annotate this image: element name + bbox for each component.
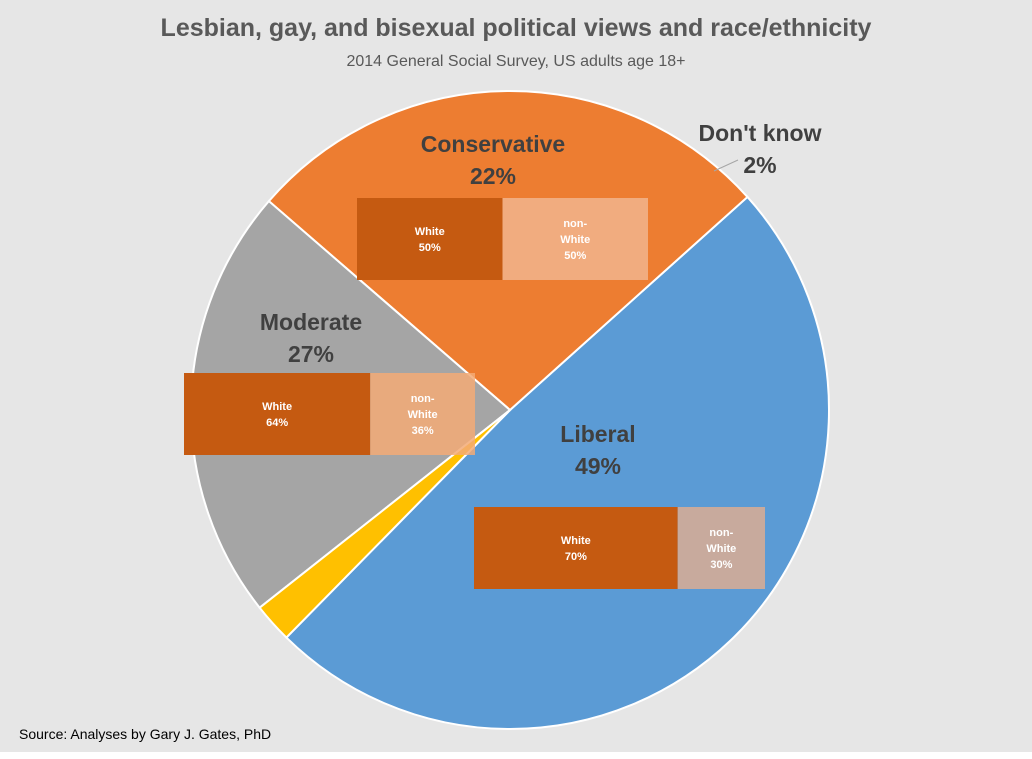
breakdown-bar-conservative-white: [357, 198, 503, 280]
breakdown-label-moderate-non-white: non-: [411, 393, 435, 405]
breakdown-bar-conservative-non-white: [502, 198, 648, 280]
slice-label-don-t-know: Don't know: [698, 120, 821, 146]
chart-title: Lesbian, gay, and bisexual political vie…: [160, 14, 872, 42]
breakdown-label-moderate-white: White: [262, 401, 292, 413]
slice-percent-conservative: 22%: [470, 163, 516, 189]
breakdown-label-conservative-non-white: 50%: [564, 250, 586, 262]
slice-percent-don-t-know: 2%: [743, 152, 776, 178]
slice-label-moderate: Moderate: [260, 309, 362, 335]
chart-subtitle: 2014 General Social Survey, US adults ag…: [346, 53, 686, 70]
breakdown-label-liberal-non-white: White: [706, 543, 736, 555]
slice-label-conservative: Conservative: [421, 131, 565, 157]
breakdown-label-liberal-white: 70%: [565, 551, 587, 563]
slice-percent-liberal: 49%: [575, 453, 621, 479]
slice-percent-moderate: 27%: [288, 341, 334, 367]
breakdown-label-moderate-non-white: White: [408, 409, 438, 421]
breakdown-label-liberal-non-white: 30%: [710, 559, 732, 571]
slice-label-liberal: Liberal: [560, 421, 635, 447]
breakdown-bar-liberal-white: [474, 507, 678, 589]
breakdown-bar-moderate-white: [184, 373, 371, 455]
breakdown-label-moderate-non-white: 36%: [412, 425, 434, 437]
leader-line-dont-know: [713, 159, 739, 172]
breakdown-label-moderate-white: 64%: [266, 417, 288, 429]
source-note: Source: Analyses by Gary J. Gates, PhD: [19, 726, 272, 742]
breakdown-label-conservative-non-white: non-: [563, 218, 587, 230]
breakdown-label-liberal-non-white: non-: [709, 527, 733, 539]
breakdown-label-conservative-white: White: [415, 226, 445, 238]
breakdown-label-conservative-non-white: White: [560, 234, 590, 246]
breakdown-label-conservative-white: 50%: [419, 242, 441, 254]
breakdown-bar-liberal-non-white: [677, 507, 765, 589]
breakdown-label-liberal-white: White: [561, 535, 591, 547]
pie-slice-liberal: [284, 195, 830, 730]
pie-slice-don-t-know: [258, 409, 511, 639]
breakdown-bar-moderate-non-white: [370, 373, 475, 455]
